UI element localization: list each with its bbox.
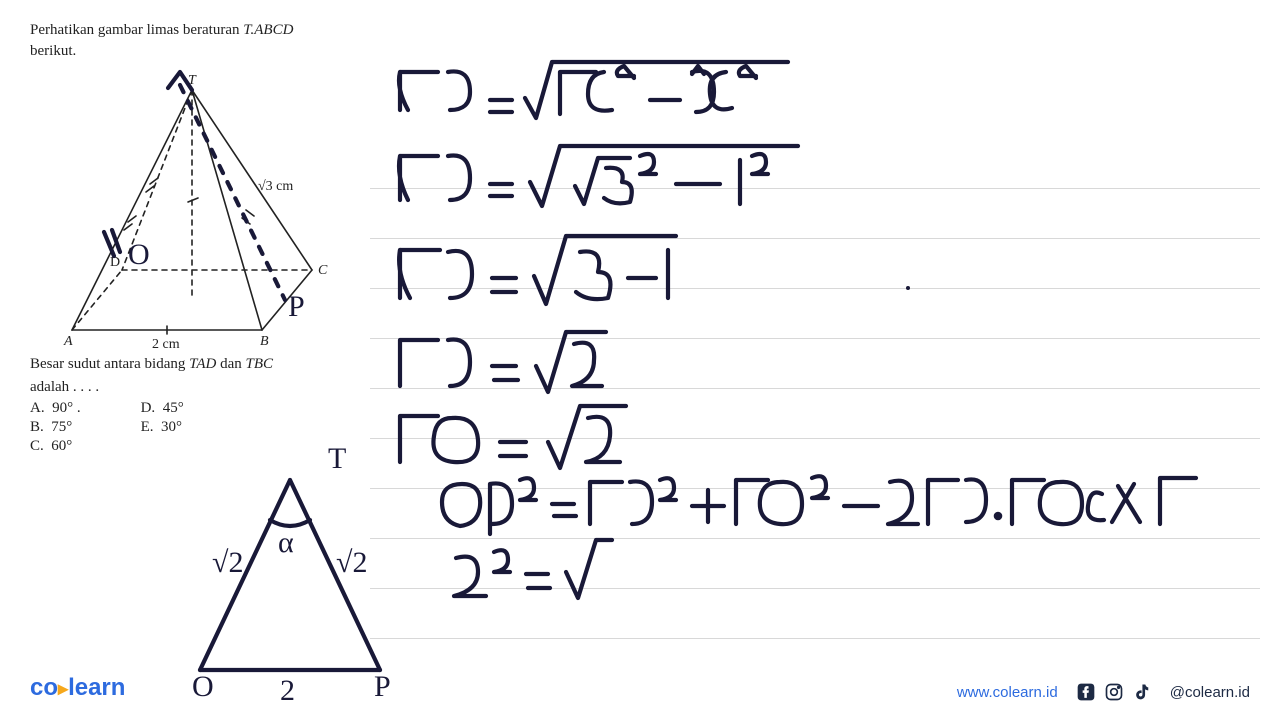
option-E-val: 30° bbox=[161, 419, 182, 435]
problem-line1: Perhatikan gambar limas beraturan bbox=[30, 22, 243, 38]
logo-dot: ▸ bbox=[58, 678, 68, 700]
option-A: A. 90° . bbox=[30, 400, 81, 417]
triangle-O: O bbox=[192, 670, 214, 703]
base-length-label: 2 cm bbox=[152, 337, 180, 350]
question-part1: Besar sudut antara bidang bbox=[30, 356, 189, 372]
apex-label: T bbox=[188, 73, 197, 88]
option-A-val: 90° bbox=[52, 400, 73, 416]
footer-url: www.colearn.id bbox=[957, 684, 1058, 701]
triangle-base: 2 bbox=[280, 674, 295, 707]
problem-text: Perhatikan gambar limas beraturan T.ABCD bbox=[30, 20, 370, 41]
base-label-C: C bbox=[318, 263, 328, 278]
social-icons bbox=[1076, 682, 1152, 702]
question-italic1: TAD bbox=[189, 356, 216, 372]
option-E: E. 30° bbox=[141, 419, 184, 436]
triangle-alpha: α bbox=[278, 526, 294, 559]
question-italic2: TBC bbox=[246, 356, 274, 372]
edge-label: √3 cm bbox=[258, 179, 293, 194]
option-C-val: 60° bbox=[51, 438, 72, 454]
question-part2: adalah . . . . bbox=[30, 379, 370, 396]
option-B-val: 75° bbox=[51, 419, 72, 435]
option-C: C. 60° bbox=[30, 438, 81, 455]
option-D: D. 45° bbox=[141, 400, 184, 417]
base-label-D: D bbox=[110, 255, 120, 270]
base-label-B: B bbox=[260, 334, 269, 349]
problem-title-italic: T.ABCD bbox=[243, 22, 293, 38]
question-mid: dan bbox=[216, 356, 245, 372]
facebook-icon bbox=[1076, 682, 1096, 702]
logo-co: co bbox=[30, 674, 58, 701]
logo-learn: learn bbox=[68, 674, 125, 701]
option-D-val: 45° bbox=[163, 400, 184, 416]
option-B: B. 75° bbox=[30, 419, 81, 436]
question-text: Besar sudut antara bidang TAD dan TBC bbox=[30, 356, 370, 373]
triangle-right-side: √2 bbox=[336, 546, 367, 579]
options: A. 90° . B. 75° C. 60° D. 45° E. 30° bbox=[30, 400, 370, 455]
triangle-left-side: √2 bbox=[212, 546, 243, 579]
base-label-A: A bbox=[63, 334, 73, 349]
footer-handle: @colearn.id bbox=[1170, 684, 1250, 701]
triangle-P: P bbox=[374, 670, 391, 703]
instagram-icon bbox=[1104, 682, 1124, 702]
tiktok-icon bbox=[1132, 682, 1152, 702]
footer-right: www.colearn.id @colearn.id bbox=[957, 682, 1250, 702]
problem-line2: berikut. bbox=[30, 41, 370, 62]
colearn-logo: co▸learn bbox=[30, 674, 125, 702]
pyramid-diagram: T A B C D √3 cm 2 cm bbox=[42, 70, 342, 350]
problem-block: Perhatikan gambar limas beraturan T.ABCD… bbox=[30, 20, 370, 455]
